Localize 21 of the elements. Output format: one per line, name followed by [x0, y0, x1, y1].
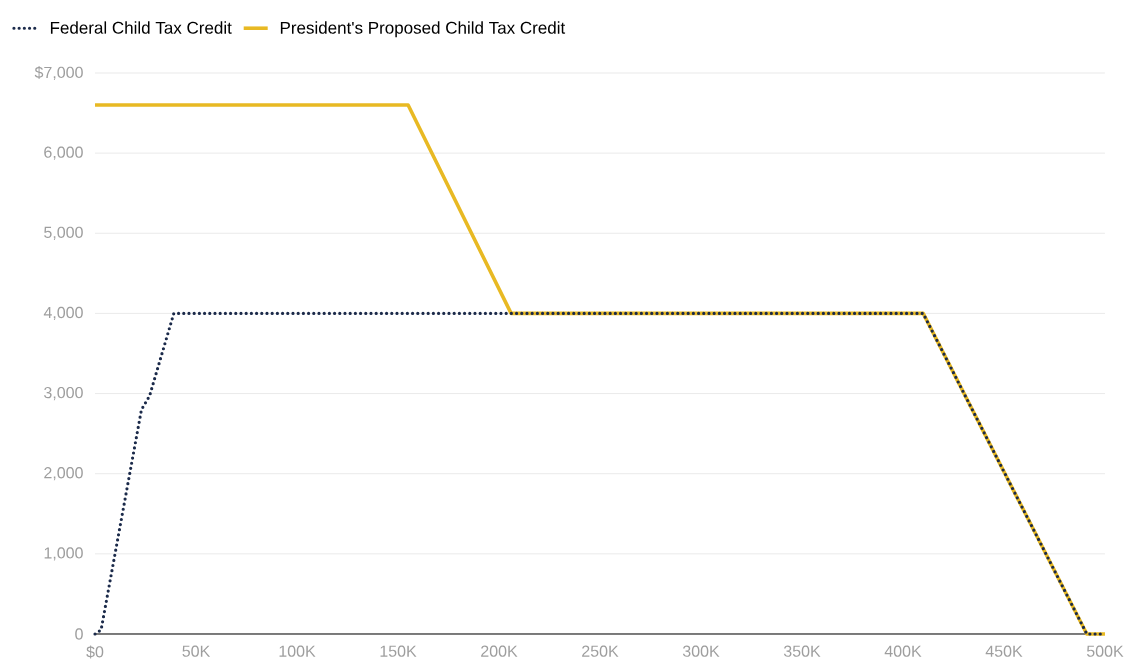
- x-tick-label: 350K: [783, 645, 821, 657]
- legend-label: President's Proposed Child Tax Credit: [280, 21, 566, 38]
- y-tick-label: 1,000: [44, 547, 83, 561]
- y-tick-label: $7,000: [34, 66, 83, 80]
- x-tick-label: 100K: [279, 645, 316, 657]
- x-tick-label: 200K: [481, 645, 518, 657]
- y-tick-label: 2,000: [44, 467, 83, 481]
- y-tick-label: 4,000: [43, 306, 83, 321]
- y-tick-label: 6,000: [44, 146, 83, 160]
- y-tick-label: 5,000: [44, 226, 83, 240]
- x-tick-label: 500K: [1086, 645, 1124, 657]
- x-tick-label: 300K: [682, 645, 720, 657]
- x-tick-label: 400K: [884, 645, 922, 657]
- x-tick-label: 150K: [380, 645, 417, 657]
- x-tick-label: 250K: [582, 645, 619, 657]
- y-tick-label: 3,000: [44, 386, 83, 401]
- legend-label: Federal Child Tax Credit: [50, 21, 232, 34]
- x-tick-label: 50K: [182, 645, 211, 657]
- y-tick-label: 0: [75, 628, 83, 640]
- x-tick-label: $0: [86, 645, 104, 659]
- x-tick-label: 450K: [985, 645, 1023, 657]
